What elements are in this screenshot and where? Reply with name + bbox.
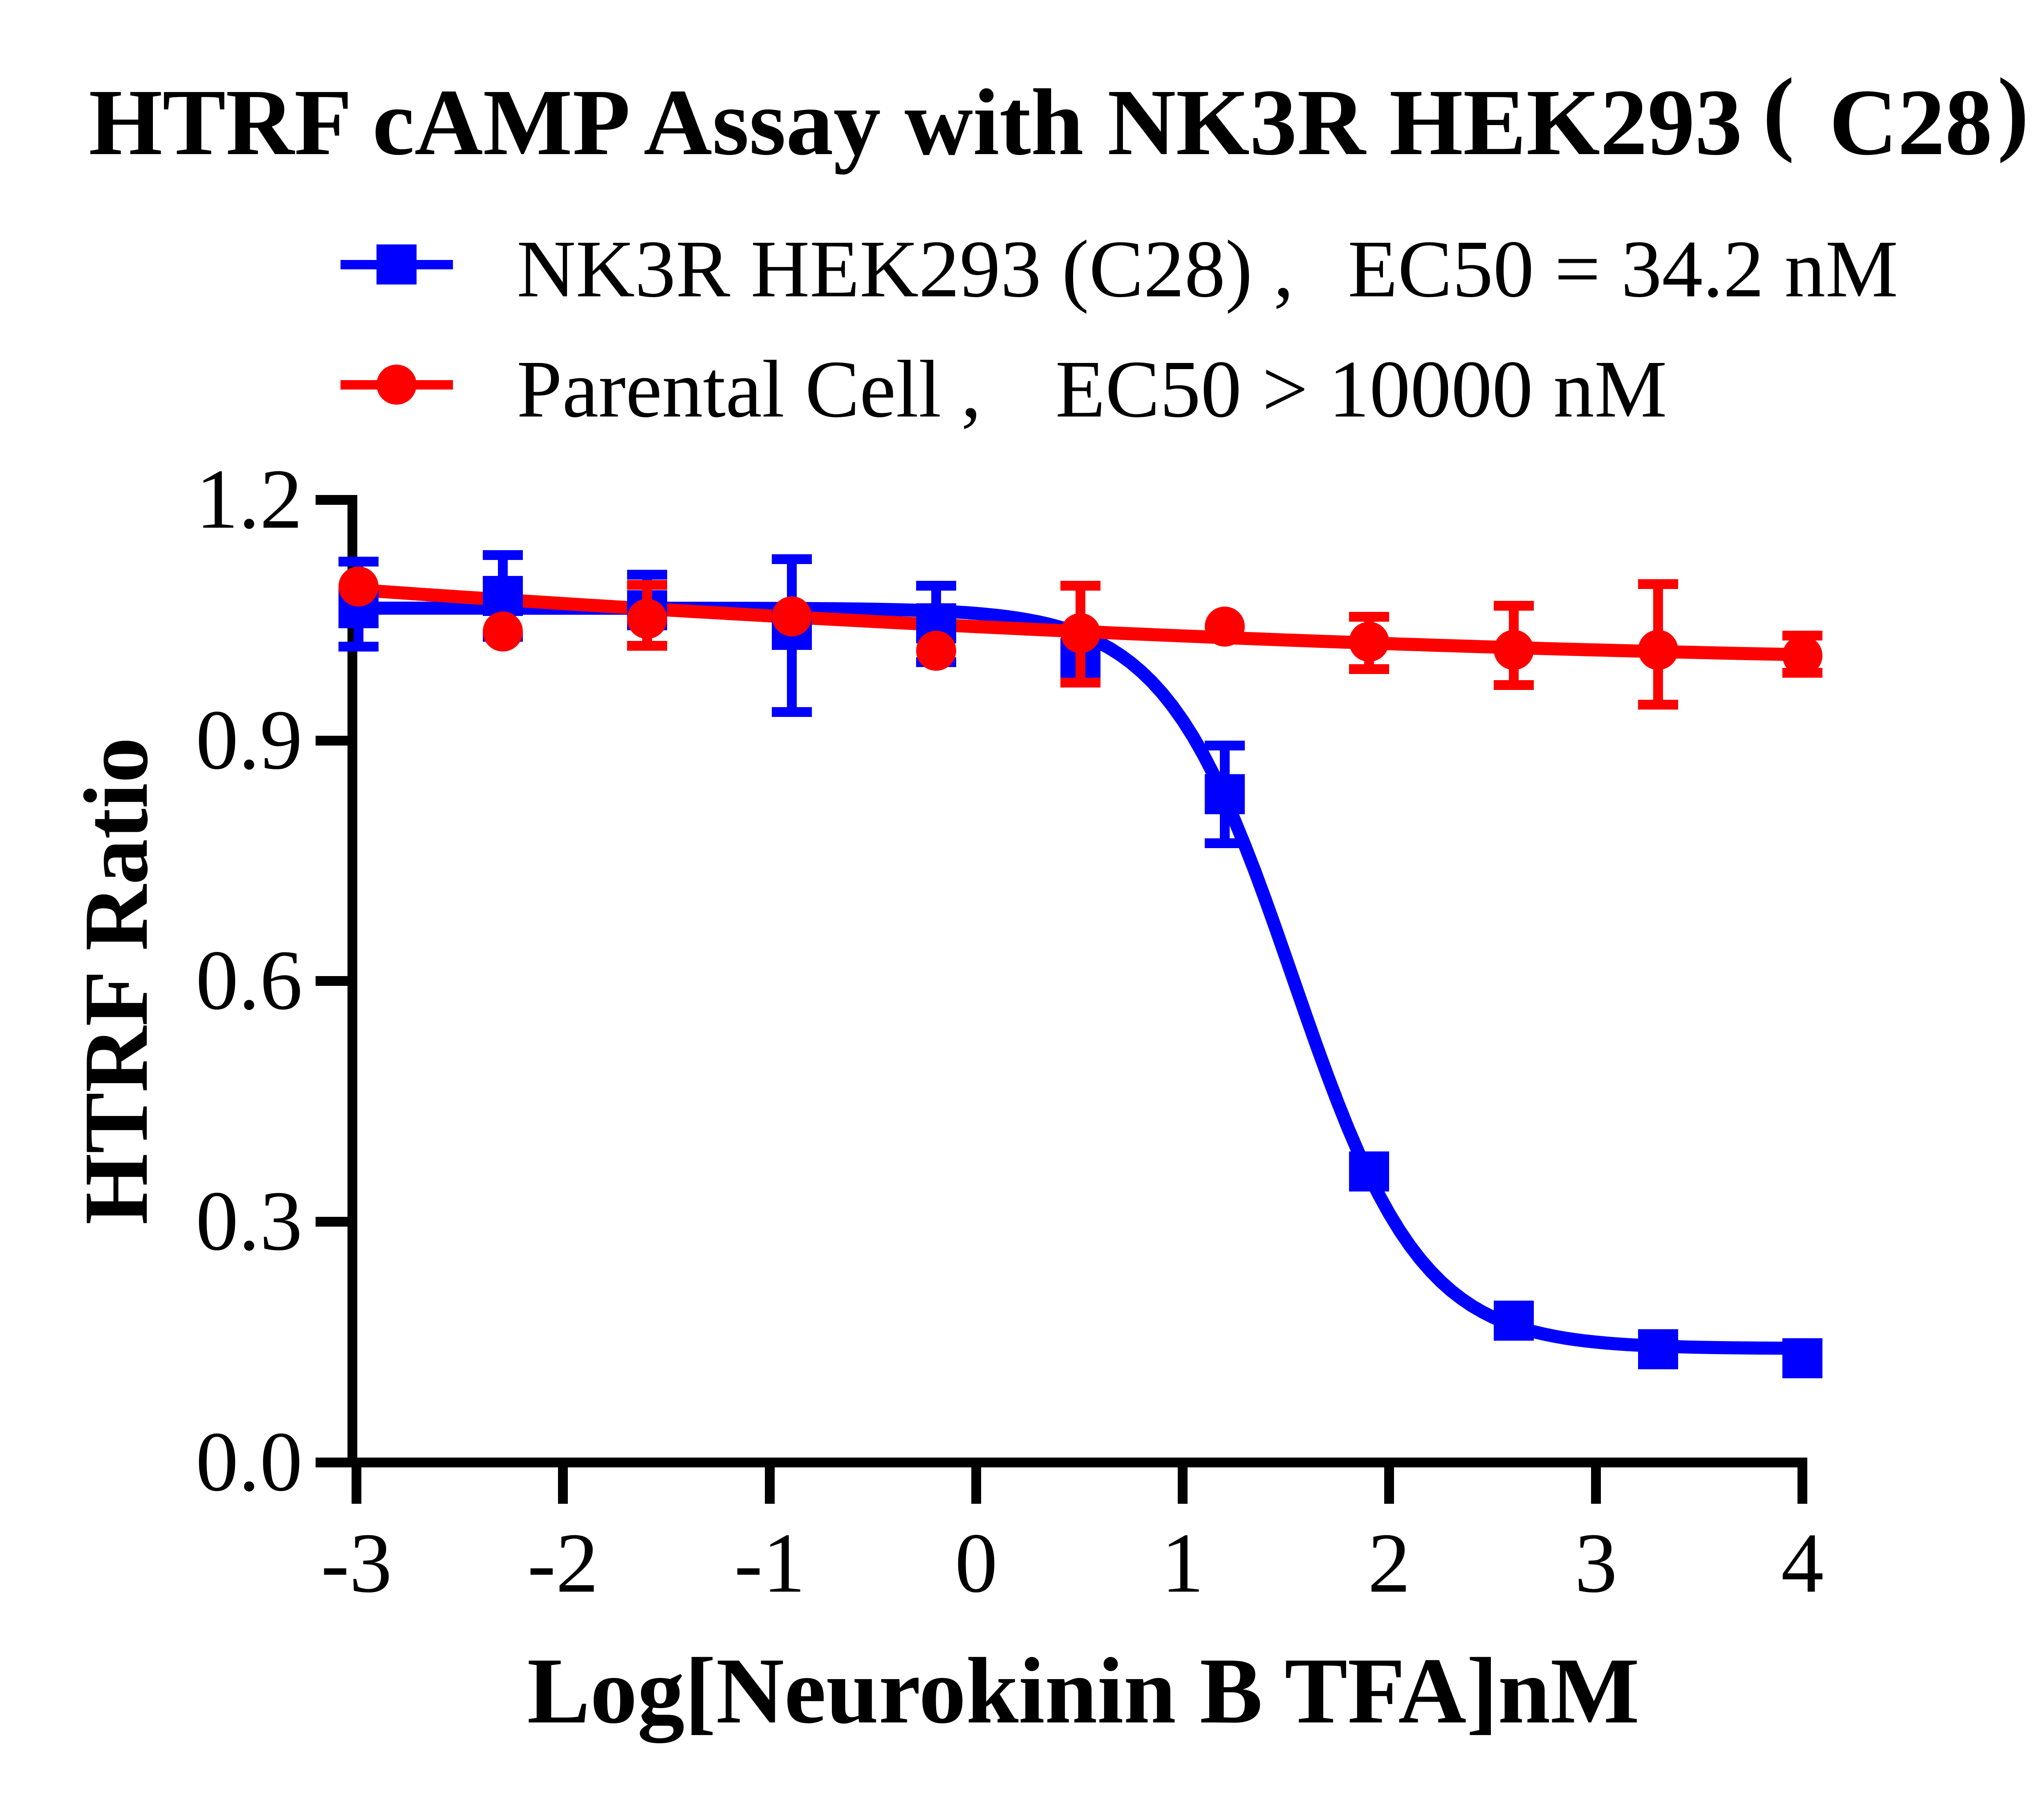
svg-text:3: 3 <box>1575 1516 1618 1610</box>
svg-text:1.2: 1.2 <box>196 452 303 546</box>
svg-text:0.0: 0.0 <box>196 1415 303 1509</box>
svg-text:0.9: 0.9 <box>196 693 303 787</box>
svg-text:-3: -3 <box>321 1516 392 1610</box>
svg-text:HTRF Ratio: HTRF Ratio <box>65 737 167 1225</box>
svg-text:0.6: 0.6 <box>196 933 303 1028</box>
svg-text:2: 2 <box>1368 1516 1411 1610</box>
svg-text:0: 0 <box>955 1516 998 1610</box>
svg-text:4: 4 <box>1781 1516 1824 1610</box>
svg-text:0.3: 0.3 <box>196 1174 303 1268</box>
svg-text:-2: -2 <box>527 1516 598 1610</box>
svg-text:1: 1 <box>1161 1516 1204 1610</box>
svg-text:NK3R HEK293 (C28),EC50 = 34.2: NK3R HEK293 (C28), EC50 = 34.2 nM <box>517 224 1898 314</box>
svg-text:Parental Cell,EC50 > 10000 nM: Parental Cell, EC50 > 10000 nM <box>517 344 1667 434</box>
svg-text:Log[Neurokinin B TFA]nM: Log[Neurokinin B TFA]nM <box>527 1638 1639 1743</box>
svg-text:-1: -1 <box>734 1516 805 1610</box>
svg-text:HTRF cAMP Assay with NK3R HEK2: HTRF cAMP Assay with NK3R HEK293(C28) <box>89 59 2029 175</box>
